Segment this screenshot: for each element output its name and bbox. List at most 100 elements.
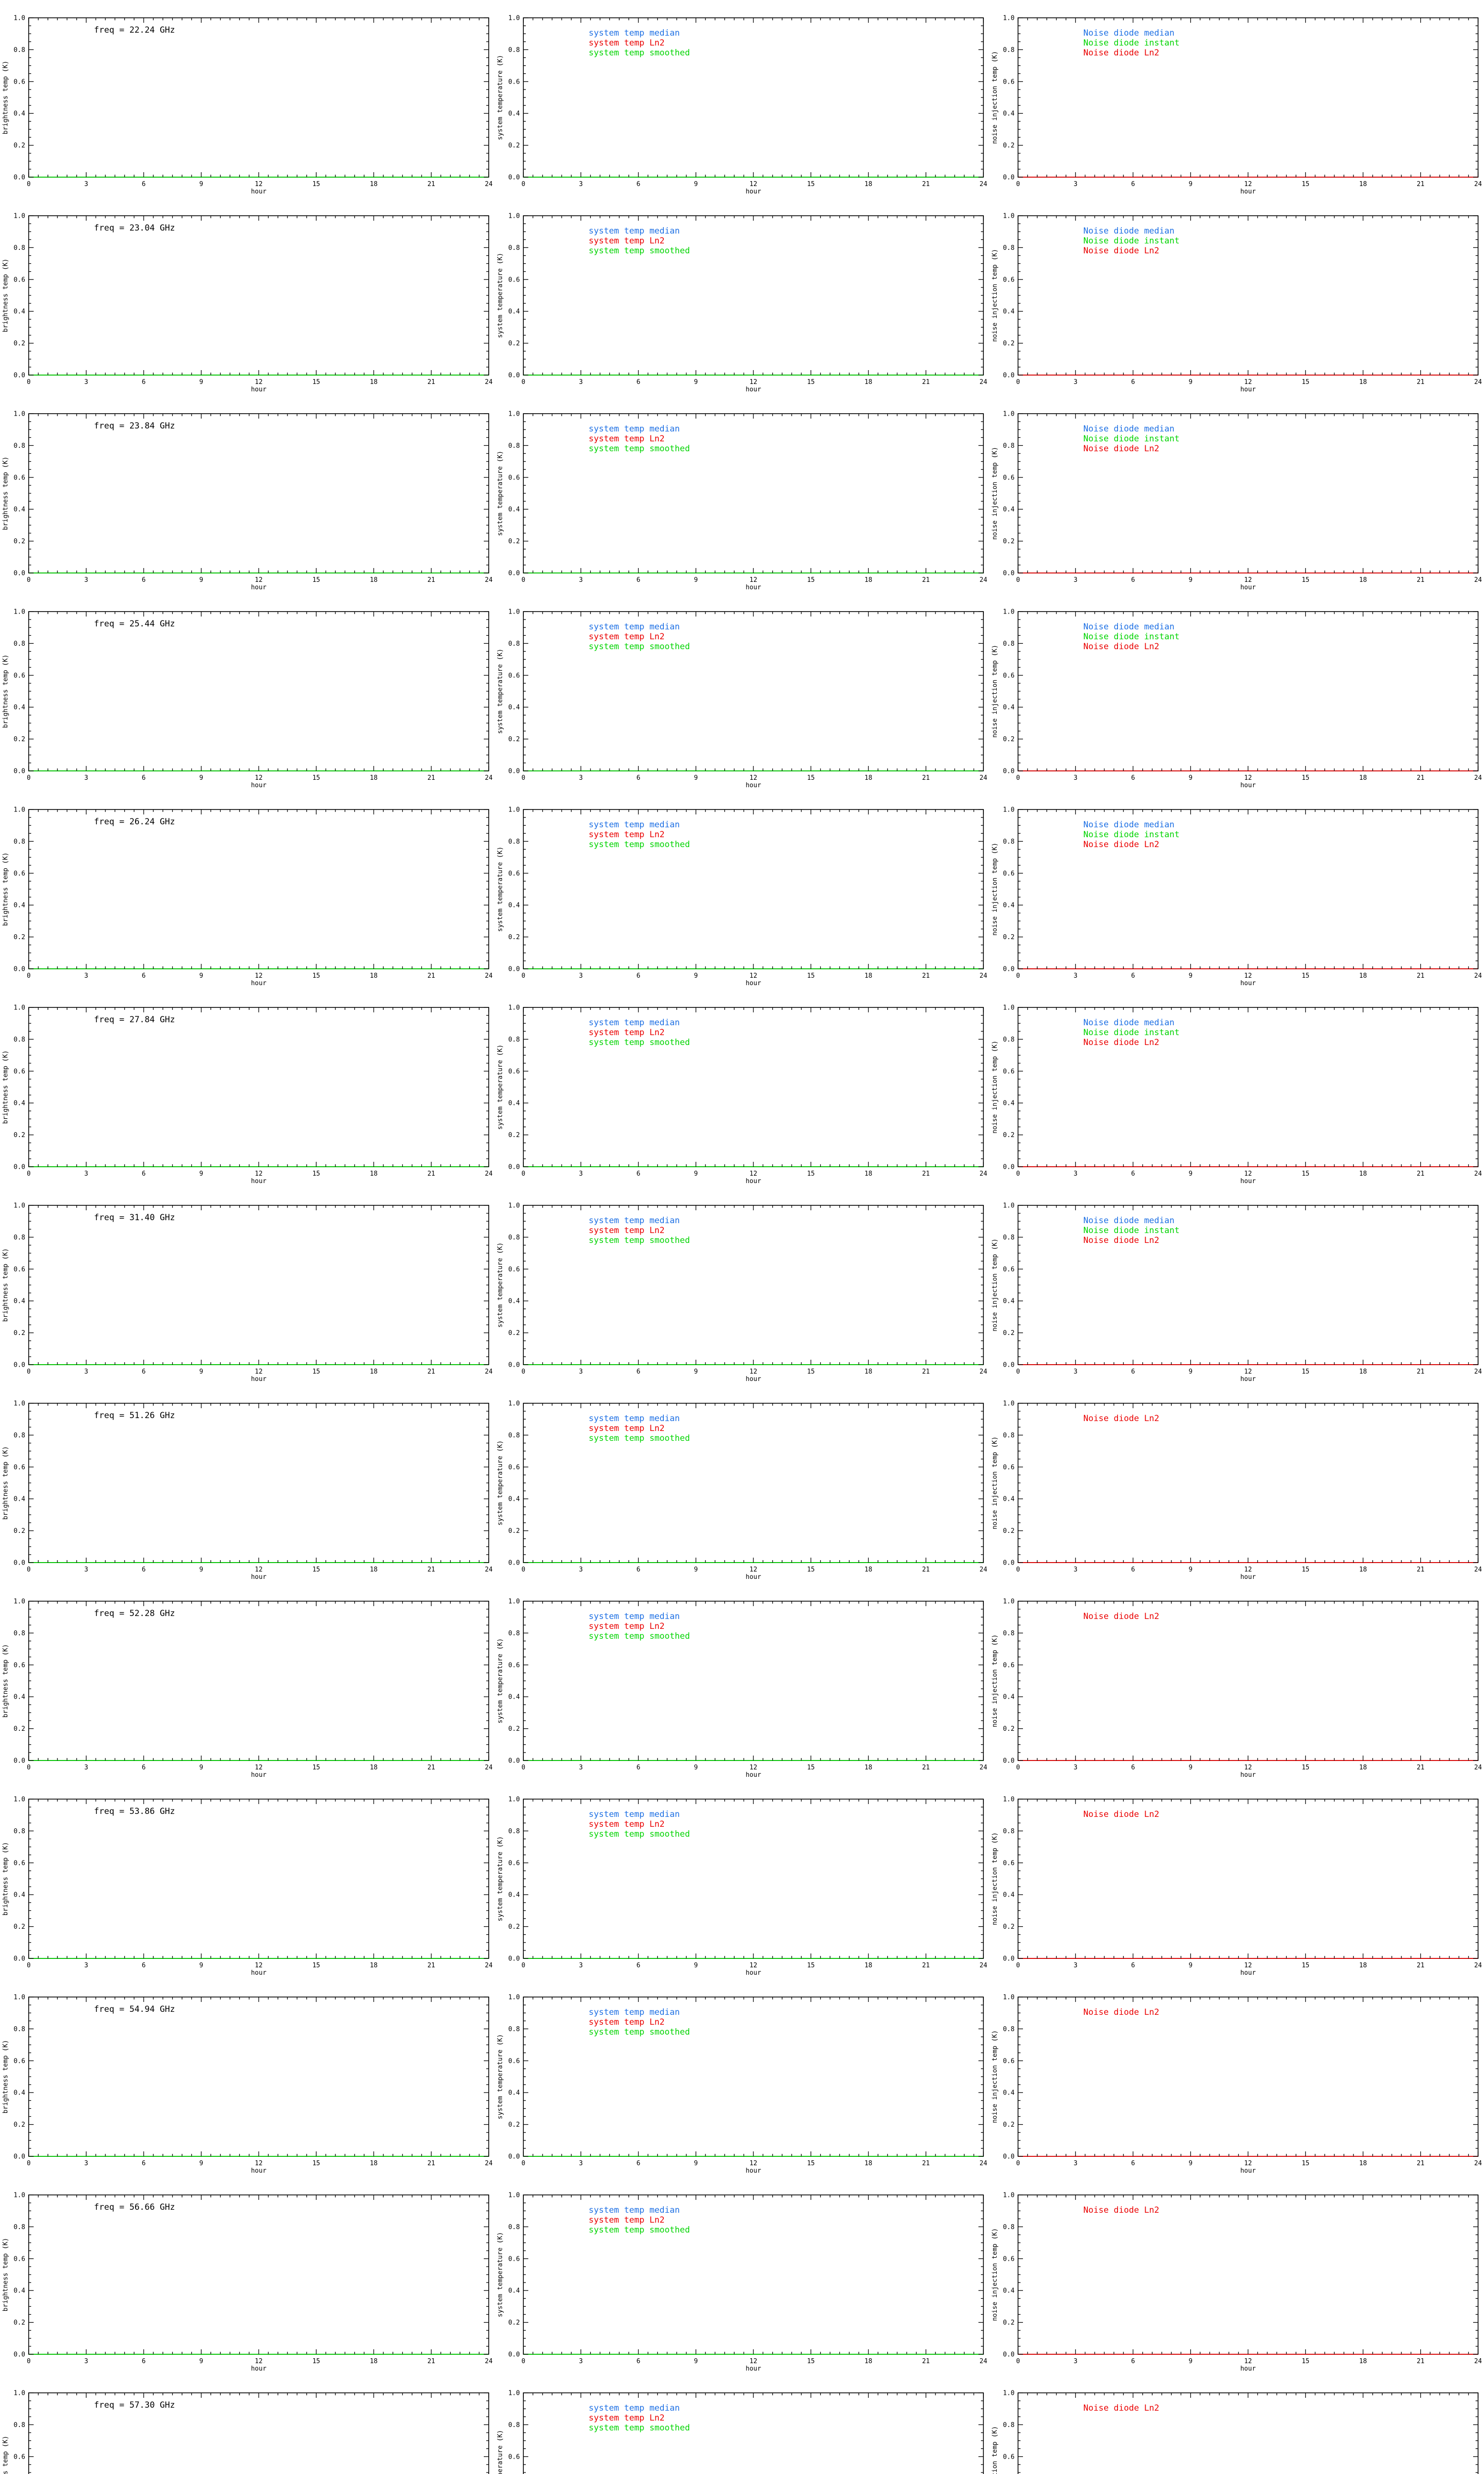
svg-text:0.0: 0.0 <box>509 1164 520 1171</box>
legend-entry-red: system temp Ln2 <box>589 1819 665 1829</box>
panel-r12c1: 0 3 6 9 12 15 18 21 240.00.20.40.60.81.0 hour brig… <box>2 2192 493 2373</box>
y-tick-labels: 0.00.20.40.60.81.0 <box>509 411 520 577</box>
svg-text:15: 15 <box>1301 576 1309 584</box>
svg-text:15: 15 <box>312 1368 320 1376</box>
panel-r8c1: 0 3 6 9 12 15 18 21 24 0.0 0.2 0.4 0.6 0.8 1.0 hour brig… <box>2 1400 493 1581</box>
svg-text:18: 18 <box>865 774 873 782</box>
freq-annotation: freq = 23.84 GHz <box>94 421 175 431</box>
x-tick-labels: 0 3 6 9 12 15 18 21 24 <box>521 774 987 782</box>
x-axis-title: hour <box>251 2167 266 2175</box>
svg-text:12: 12 <box>255 379 263 386</box>
svg-text:0.4: 0.4 <box>1003 506 1015 514</box>
svg-text:0.4: 0.4 <box>509 1694 520 1701</box>
svg-text:12: 12 <box>1244 1764 1252 1771</box>
svg-text:9: 9 <box>1189 1170 1193 1178</box>
svg-text:18: 18 <box>370 1566 378 1573</box>
legend-entry-red: system temp Ln2 <box>589 236 665 246</box>
svg-text:0.4: 0.4 <box>14 1100 26 1107</box>
svg-text:0: 0 <box>521 1764 525 1771</box>
svg-text:0.6: 0.6 <box>14 1662 25 1669</box>
y-tick-labels: 0.00.20.40.60.81.0 <box>1003 1796 1015 1963</box>
svg-text:0: 0 <box>27 1170 31 1178</box>
svg-text:6: 6 <box>637 1170 641 1178</box>
svg-text:0.6: 0.6 <box>14 78 25 86</box>
svg-text:24: 24 <box>1474 1368 1482 1376</box>
svg-text:0.6: 0.6 <box>1003 78 1015 86</box>
svg-text:0: 0 <box>27 576 31 584</box>
svg-text:6: 6 <box>637 379 641 386</box>
plot-box <box>28 2194 489 2355</box>
svg-text:24: 24 <box>1474 1764 1482 1771</box>
svg-text:0.8: 0.8 <box>509 838 520 846</box>
axis-ticks <box>1018 17 1479 178</box>
x-axis-title: hour <box>1240 2167 1255 2175</box>
plot-box <box>28 611 489 771</box>
svg-text:0.2: 0.2 <box>1003 934 1015 941</box>
x-tick-labels: 0 3 6 9 12 15 18 21 24 <box>521 576 987 584</box>
axis-ticks <box>523 215 984 376</box>
svg-text:0.4: 0.4 <box>14 704 26 712</box>
panel-r5c3: 0 3 6 9 12 15 18 21 24 0.0 0.2 0.4 0.6 0.8 1.0 hour nois… <box>991 807 1482 988</box>
svg-text:0.2: 0.2 <box>14 934 25 941</box>
x-axis-title: hour <box>251 386 266 393</box>
svg-text:12: 12 <box>1244 1566 1252 1573</box>
svg-text:1.0: 1.0 <box>14 1004 25 1012</box>
panel-r4c1: 0 3 6 9 12 15 18 21 24 0.0 0.2 0.4 0.6 0.8 1.0 hour brig… <box>2 609 493 790</box>
legend-entry-blue: system temp median <box>589 622 680 632</box>
y-axis-title: brightness temp (K) <box>2 61 9 135</box>
svg-text:0: 0 <box>521 576 525 584</box>
svg-text:0.2: 0.2 <box>1003 538 1015 545</box>
y-axis-title: noise injection temp (K) <box>991 51 999 144</box>
svg-text:6: 6 <box>637 1566 641 1573</box>
x-tick-labels: 0 3 6 9 12 15 18 21 24 <box>1016 774 1482 782</box>
y-tick-labels: 0.00.20.40.60.81.0 <box>14 1598 26 1765</box>
svg-text:0.8: 0.8 <box>1003 1036 1015 1044</box>
svg-text:0.0: 0.0 <box>1003 1758 1015 1765</box>
panel-r1c3: 0 3 6 9 12 15 18 21 24 0.0 0.2 0.4 0.6 0.8 1.0 hour nois… <box>991 15 1482 196</box>
svg-text:9: 9 <box>199 379 203 386</box>
svg-text:3: 3 <box>1073 774 1077 782</box>
axis-ticks <box>28 2194 489 2355</box>
panel-r7c2: 0 3 6 9 12 15 18 21 24 0.0 0.2 0.4 0.6 0.8 1.0 hour syst… <box>497 1202 987 1383</box>
axis-ticks <box>28 215 489 376</box>
svg-text:18: 18 <box>370 1962 378 1969</box>
x-tick-labels: 0 3 6 9 12 15 18 21 24 <box>27 379 493 386</box>
svg-text:0: 0 <box>1016 1368 1020 1376</box>
svg-text:0.6: 0.6 <box>1003 1068 1015 1075</box>
axis-ticks <box>523 611 984 771</box>
svg-text:12: 12 <box>749 181 757 188</box>
svg-text:0.4: 0.4 <box>509 1496 520 1503</box>
x-axis-title: hour <box>1240 1573 1255 1581</box>
svg-text:15: 15 <box>312 1962 320 1969</box>
svg-text:3: 3 <box>84 972 88 980</box>
svg-text:3: 3 <box>1073 1368 1077 1376</box>
legend-entry-green: Noise diode instant <box>1083 38 1179 48</box>
svg-text:0.4: 0.4 <box>1003 1100 1015 1107</box>
freq-annotation: freq = 51.26 GHz <box>94 1411 175 1421</box>
y-tick-labels: 0.00.20.40.60.81.0 <box>1003 807 1015 973</box>
svg-text:0.2: 0.2 <box>14 340 25 347</box>
panel-r7c1: 0 3 6 9 12 15 18 21 24 0.0 0.2 0.4 0.6 0.8 1.0 hour brig… <box>2 1202 493 1383</box>
axis-ticks <box>523 2194 984 2355</box>
svg-text:3: 3 <box>579 576 583 584</box>
svg-text:3: 3 <box>1073 1566 1077 1573</box>
x-tick-labels: 0 3 6 9 12 15 18 21 24 <box>521 1566 987 1573</box>
svg-text:18: 18 <box>1359 1170 1367 1178</box>
axis-ticks <box>523 413 984 573</box>
svg-text:9: 9 <box>1189 1368 1193 1376</box>
legend-entry-red: system temp Ln2 <box>589 38 665 48</box>
y-tick-labels: 0.00.20.40.60.81.0 <box>1003 1400 1015 1567</box>
svg-text:21: 21 <box>922 774 930 782</box>
svg-text:0.0: 0.0 <box>14 1164 25 1171</box>
x-tick-labels: 0 3 6 9 12 15 18 21 24 <box>1016 2358 1482 2365</box>
svg-text:9: 9 <box>199 1764 203 1771</box>
svg-text:9: 9 <box>1189 1764 1193 1771</box>
panel-r1c1: 0 3 6 9 12 15 18 21 24 0.0 0.2 0.4 0.6 0.8 1.0 hour brig… <box>2 15 493 196</box>
x-axis-title: hour <box>1240 980 1255 987</box>
y-axis-title: system temperature (K) <box>497 847 504 932</box>
svg-text:3: 3 <box>84 181 88 188</box>
svg-text:18: 18 <box>865 379 873 386</box>
x-tick-labels: 0 3 6 9 12 15 18 21 24 <box>521 1170 987 1178</box>
svg-text:3: 3 <box>84 774 88 782</box>
svg-text:18: 18 <box>1359 1566 1367 1573</box>
